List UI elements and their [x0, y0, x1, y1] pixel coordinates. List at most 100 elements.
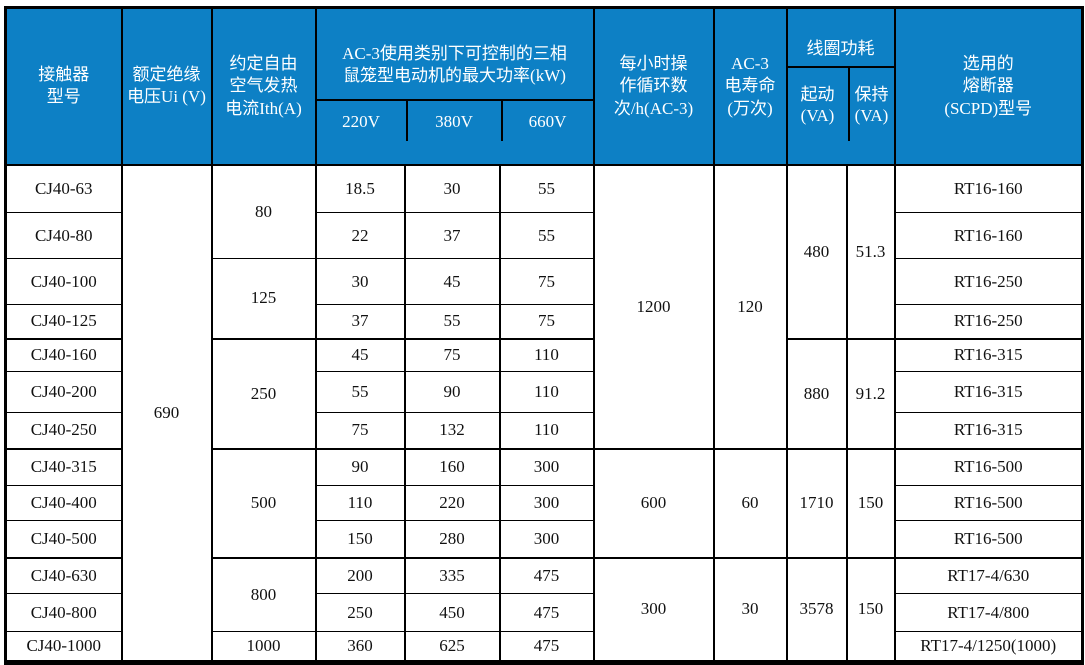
cell-ith: 1000	[210, 631, 317, 664]
header-electrical-life: AC-3 电寿命 (万次)	[712, 6, 788, 166]
cell-hold-va: 150	[845, 447, 896, 559]
cell-model: CJ40-200	[4, 371, 123, 414]
header-ac3-max-power-title: AC-3使用类别下可控制的三相 鼠笼型电动机的最大功率(kW)	[317, 31, 592, 102]
cell-660v: 475	[498, 631, 595, 664]
cell-220v: 90	[314, 447, 406, 487]
cell-660v: 110	[498, 337, 595, 373]
cell-380v: 75	[403, 337, 501, 373]
cell-ith: 250	[210, 337, 317, 450]
cell-start-va: 1710	[785, 447, 848, 559]
cell-model: CJ40-160	[4, 337, 123, 373]
cell-fuse: RT16-500	[893, 485, 1084, 522]
cell-380v: 160	[403, 447, 501, 487]
cell-hold-va: 150	[845, 556, 896, 664]
cell-660v: 300	[498, 485, 595, 522]
cell-380v: 55	[403, 304, 501, 340]
cell-model: CJ40-630	[4, 556, 123, 595]
cell-cycles: 1200	[592, 164, 715, 450]
cell-model: CJ40-315	[4, 447, 123, 487]
cell-life: 60	[712, 447, 788, 559]
cell-660v: 55	[498, 212, 595, 260]
contactor-spec-table: 接触器 型号 额定绝缘 电压Ui (V) 约定自由 空气发热 电流Ith(A) …	[4, 6, 1084, 665]
cell-220v: 250	[314, 593, 406, 633]
cell-660v: 75	[498, 304, 595, 340]
header-ac3-max-power-group: AC-3使用类别下可控制的三相 鼠笼型电动机的最大功率(kW) 220V 380…	[314, 6, 595, 166]
cell-start-va: 880	[785, 337, 848, 450]
cell-660v: 110	[498, 412, 595, 450]
cell-220v: 18.5	[314, 164, 406, 214]
cell-life: 120	[712, 164, 788, 450]
cell-fuse: RT16-160	[893, 212, 1084, 260]
cell-220v: 30	[314, 258, 406, 306]
cell-life: 30	[712, 556, 788, 664]
cell-model: CJ40-80	[4, 212, 123, 260]
cell-cycles: 300	[592, 556, 715, 664]
cell-380v: 335	[403, 556, 501, 595]
table-row: CJ40-125 37 55 75 RT16-250	[4, 304, 1084, 340]
table-row: CJ40-400 110 220 300 RT16-500	[4, 485, 1084, 522]
cell-ith: 800	[210, 556, 317, 633]
cell-220v: 150	[314, 520, 406, 559]
cell-model: CJ40-250	[4, 412, 123, 450]
header-coil-power-title: 线圈功耗	[788, 31, 893, 69]
cell-380v: 90	[403, 371, 501, 414]
cell-380v: 30	[403, 164, 501, 214]
cell-660v: 300	[498, 520, 595, 559]
cell-hold-va: 51.3	[845, 164, 896, 340]
table-row: CJ40-200 55 90 110 RT16-315	[4, 371, 1084, 414]
cell-380v: 132	[403, 412, 501, 450]
cell-660v: 475	[498, 556, 595, 595]
cell-220v: 22	[314, 212, 406, 260]
header-660v: 660V	[500, 101, 592, 142]
cell-660v: 75	[498, 258, 595, 306]
cell-380v: 37	[403, 212, 501, 260]
cell-ith: 125	[210, 258, 317, 340]
header-fuse-scpd-model: 选用的 熔断器 (SCPD)型号	[893, 6, 1084, 166]
cell-model: CJ40-100	[4, 258, 123, 306]
header-free-air-thermal-current: 约定自由 空气发热 电流Ith(A)	[210, 6, 317, 166]
cell-fuse: RT16-315	[893, 412, 1084, 450]
cell-rated-voltage: 690	[120, 164, 213, 664]
cell-380v: 625	[403, 631, 501, 664]
cell-model: CJ40-400	[4, 485, 123, 522]
cell-hold-va: 91.2	[845, 337, 896, 450]
table-row: CJ40-800 250 450 475 RT17-4/800	[4, 593, 1084, 633]
cell-cycles: 600	[592, 447, 715, 559]
cell-220v: 110	[314, 485, 406, 522]
table-row: CJ40-250 75 132 110 RT16-315	[4, 412, 1084, 450]
cell-ith: 500	[210, 447, 317, 559]
cell-220v: 45	[314, 337, 406, 373]
cell-380v: 450	[403, 593, 501, 633]
cell-220v: 55	[314, 371, 406, 414]
cell-model: CJ40-63	[4, 164, 123, 214]
table-row: CJ40-80 22 37 55 RT16-160	[4, 212, 1084, 260]
cell-model: CJ40-500	[4, 520, 123, 559]
table-row: CJ40-160 250 45 75 110 880 91.2 RT16-315	[4, 337, 1084, 450]
cell-660v: 475	[498, 593, 595, 633]
cell-fuse: RT16-315	[893, 337, 1084, 373]
cell-fuse: RT16-250	[893, 258, 1084, 306]
header-model: 接触器 型号	[4, 6, 123, 166]
header-hold-va: 保持 (VA)	[847, 68, 893, 142]
cell-start-va: 3578	[785, 556, 848, 664]
table-row: CJ40-63 690 80 18.5 30 55 1200 120 480 5…	[4, 164, 1084, 664]
cell-380v: 45	[403, 258, 501, 306]
table-row: CJ40-500 150 280 300 RT16-500	[4, 520, 1084, 559]
header-start-va: 起动 (VA)	[800, 84, 835, 125]
cell-fuse: RT17-4/1250(1000)	[893, 631, 1084, 664]
cell-380v: 280	[403, 520, 501, 559]
cell-ith: 80	[210, 164, 317, 260]
cell-model: CJ40-1000	[4, 631, 123, 664]
cell-220v: 360	[314, 631, 406, 664]
cell-fuse: RT16-160	[893, 164, 1084, 214]
cell-start-va: 480	[785, 164, 848, 340]
cell-model: CJ40-125	[4, 304, 123, 340]
header-row: 接触器 型号 额定绝缘 电压Ui (V) 约定自由 空气发热 电流Ith(A) …	[4, 6, 1084, 166]
cell-220v: 75	[314, 412, 406, 450]
cell-fuse: RT16-315	[893, 371, 1084, 414]
cell-fuse: RT16-500	[893, 447, 1084, 487]
cell-220v: 200	[314, 556, 406, 595]
cell-220v: 37	[314, 304, 406, 340]
cell-660v: 300	[498, 447, 595, 487]
header-rated-insulation-voltage: 额定绝缘 电压Ui (V)	[120, 6, 213, 166]
